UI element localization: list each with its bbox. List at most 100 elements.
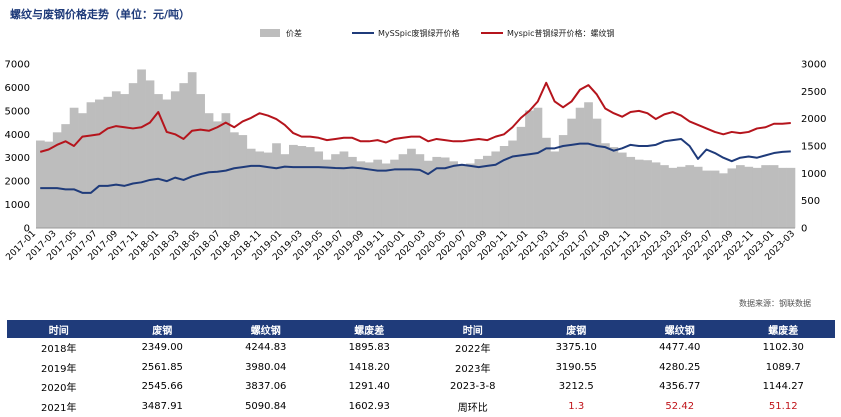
- spread-bar: [339, 151, 349, 228]
- legend-label: 价差: [286, 28, 302, 38]
- spread-bar: [423, 160, 433, 228]
- spread-bar: [491, 151, 501, 228]
- spread-bar: [170, 91, 180, 228]
- spread-bar: [584, 102, 593, 228]
- spread-bar: [187, 72, 197, 228]
- spread-bar: [272, 143, 281, 228]
- spread-bar: [778, 167, 787, 228]
- y-right-tick-label: 1000: [801, 169, 826, 180]
- legend-label: MySSpic废钢绿开价格: [378, 28, 460, 38]
- table-cell: 2020年: [41, 383, 77, 395]
- table-cell: 1.3: [568, 400, 585, 412]
- spread-bar: [103, 96, 113, 228]
- header-cell: 螺废差: [317, 320, 421, 338]
- spread-bar: [69, 107, 79, 228]
- table-cell: 1418.20: [348, 361, 390, 373]
- legend-label: Myspic普钢绿开价格：螺纹钢: [507, 28, 615, 38]
- spread-bar: [204, 113, 214, 228]
- spread-bar: [685, 165, 695, 228]
- legend: 价差 MySSpic废钢绿开价格 Myspic普钢绿开价格：螺纹钢: [260, 28, 615, 38]
- spread-bar: [634, 159, 644, 228]
- spread-bar: [761, 165, 770, 228]
- y-right-tick-label: 2000: [801, 114, 826, 125]
- price-lines: [39, 81, 791, 194]
- spread-bar: [229, 132, 239, 228]
- spread-bar: [575, 107, 585, 228]
- spread-bar: [466, 163, 475, 228]
- table-cell: 1102.30: [762, 342, 804, 354]
- y-left-tick-label: 1000: [5, 200, 30, 211]
- spread-bar: [609, 147, 619, 228]
- spread-bar: [769, 165, 779, 228]
- spread-bar: [297, 146, 307, 228]
- spread-bar: [449, 161, 458, 228]
- spread-bar: [601, 143, 610, 228]
- spread-bar: [626, 156, 636, 228]
- spread-bar: [533, 107, 543, 228]
- y-left-tick-label: 6000: [5, 83, 30, 94]
- rebar-price-line: [39, 81, 791, 153]
- y-right-tick-label: 0: [801, 224, 807, 235]
- y-right-tick-label: 500: [801, 196, 820, 207]
- table-cell: 1895.83: [348, 342, 390, 354]
- spread-bar: [440, 157, 450, 228]
- spread-bar: [314, 151, 324, 228]
- spread-bar: [525, 110, 534, 228]
- legend-swatch-bar: [260, 29, 280, 37]
- spread-bar: [111, 91, 121, 228]
- spread-bar: [44, 141, 54, 228]
- spread-bar: [617, 152, 627, 228]
- y-left-tick-label: 7000: [5, 60, 30, 71]
- spread-bar: [305, 147, 315, 228]
- spread-bar: [162, 99, 172, 228]
- header-cell: 螺纹钢: [214, 320, 318, 338]
- spread-bar: [348, 156, 357, 228]
- spread-bar: [213, 121, 222, 228]
- spread-bar: [676, 166, 686, 228]
- spread-bar: [558, 135, 568, 228]
- header-cell: 时间: [421, 320, 525, 338]
- spread-bar: [643, 160, 652, 228]
- chart-title: 螺纹与废钢价格走势（单位：元/吨）: [10, 8, 191, 21]
- table-cell: 2021年: [41, 402, 77, 414]
- spread-bar: [95, 99, 104, 228]
- table-cell: 1089.7: [765, 361, 801, 373]
- table-cell: 1291.40: [348, 381, 390, 393]
- table-cell: 2023年: [455, 363, 491, 375]
- y-right-tick-label: 2500: [801, 87, 826, 98]
- spread-bar: [735, 165, 745, 228]
- spread-bar: [86, 102, 96, 228]
- chart: 0 1000 2000 3000 4000 5000 6000 7000 0 500 1000 150…: [4, 28, 826, 263]
- spread-bars: [36, 69, 796, 229]
- table-row: 2021年 3487.91 5090.84 1602.93 周环比 1.3 52…: [7, 397, 835, 417]
- spread-bar: [246, 148, 256, 228]
- spread-bar: [550, 151, 560, 228]
- y-left-tick-label: 0: [24, 224, 30, 235]
- table-cell: 3212.5: [558, 381, 594, 393]
- table-cell: 2023-3-8: [450, 381, 496, 393]
- spread-bar: [255, 151, 264, 228]
- spread-bar: [196, 94, 205, 228]
- y-left-tick-label: 5000: [5, 106, 30, 117]
- spread-bar: [128, 83, 138, 228]
- spread-bar: [710, 170, 720, 228]
- table-row: 2018年 2349.00 4244.83 1895.83 2022年 3375…: [7, 338, 835, 358]
- table-cell: 3190.55: [555, 361, 597, 373]
- header-cell: 螺废差: [731, 320, 835, 338]
- spread-bar: [36, 140, 45, 228]
- spread-bar: [660, 165, 669, 228]
- spread-bar: [373, 159, 383, 228]
- table-cell: 4477.40: [659, 342, 701, 354]
- spread-bar: [499, 146, 509, 228]
- spread-bar: [668, 167, 678, 228]
- spread-bar: [145, 80, 155, 229]
- spread-bar: [719, 173, 728, 228]
- spread-bar: [702, 170, 711, 228]
- y-right-tick-label: 3000: [801, 60, 826, 71]
- spread-bar: [567, 118, 577, 228]
- spread-bar: [238, 135, 248, 228]
- spread-bar: [331, 154, 340, 228]
- spread-bar: [407, 148, 416, 228]
- spread-bar: [693, 166, 703, 228]
- table-cell: 2018年: [41, 344, 77, 356]
